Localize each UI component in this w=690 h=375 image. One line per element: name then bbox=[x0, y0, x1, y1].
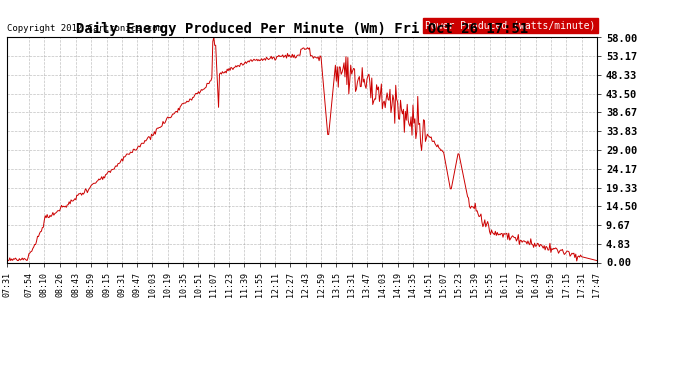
Title: Daily Energy Produced Per Minute (Wm) Fri Oct 26 17:51: Daily Energy Produced Per Minute (Wm) Fr… bbox=[76, 22, 528, 36]
Text: Power Produced (watts/minute): Power Produced (watts/minute) bbox=[425, 20, 595, 30]
Text: Copyright 2012 Cartronics.com: Copyright 2012 Cartronics.com bbox=[7, 24, 163, 33]
